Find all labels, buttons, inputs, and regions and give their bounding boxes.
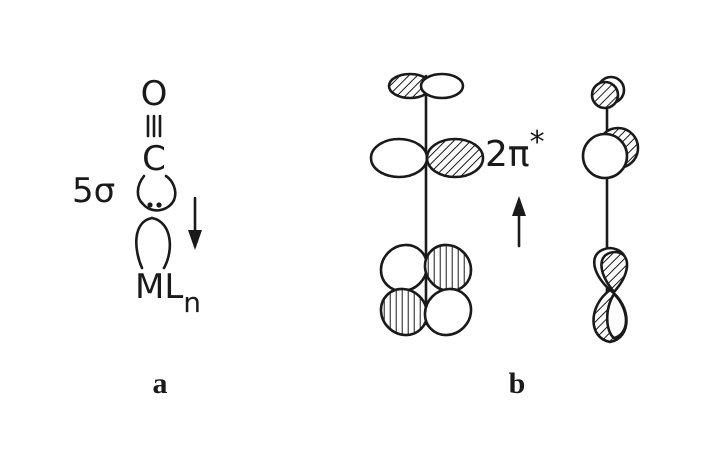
- carbon-atom-label: C: [142, 139, 166, 179]
- metal-fragment-label: MLn: [135, 267, 201, 319]
- metal-acceptor-lobe: [134, 216, 172, 270]
- pi-star-symbol: 2π: [485, 134, 530, 175]
- pi-star-label: 2π*: [485, 125, 545, 175]
- electron-dot: [156, 202, 162, 208]
- panel-b-label: b: [509, 367, 526, 400]
- side-view-oxygen-orbital: [590, 75, 626, 110]
- donation-arrow-down: [188, 196, 202, 250]
- carbon-p-orbital: [369, 137, 485, 179]
- sigma-orbital-label: 5σ: [72, 171, 115, 211]
- pi-star-superscript: *: [530, 125, 545, 160]
- metal-symbol: M: [135, 267, 164, 307]
- panel-a: O C 5σ MLn a: [72, 74, 202, 400]
- oxygen-atom-label: O: [141, 74, 168, 114]
- triple-bond-lines: [146, 114, 162, 138]
- oxygen-p-orbital: [387, 72, 465, 100]
- carbon-lone-pair-lobe: [136, 174, 177, 212]
- panel-b: 2π* b: [369, 72, 640, 400]
- panel-a-label: a: [153, 367, 168, 400]
- ligand-symbol: L: [164, 267, 183, 307]
- electron-dot: [147, 202, 153, 208]
- side-view-metal-orbital: [592, 246, 629, 344]
- back-donation-arrow-up: [512, 196, 526, 248]
- metal-d-orbital: [379, 243, 473, 337]
- side-view-carbon-orbital: [581, 126, 640, 180]
- ligand-count-subscript: n: [183, 286, 201, 319]
